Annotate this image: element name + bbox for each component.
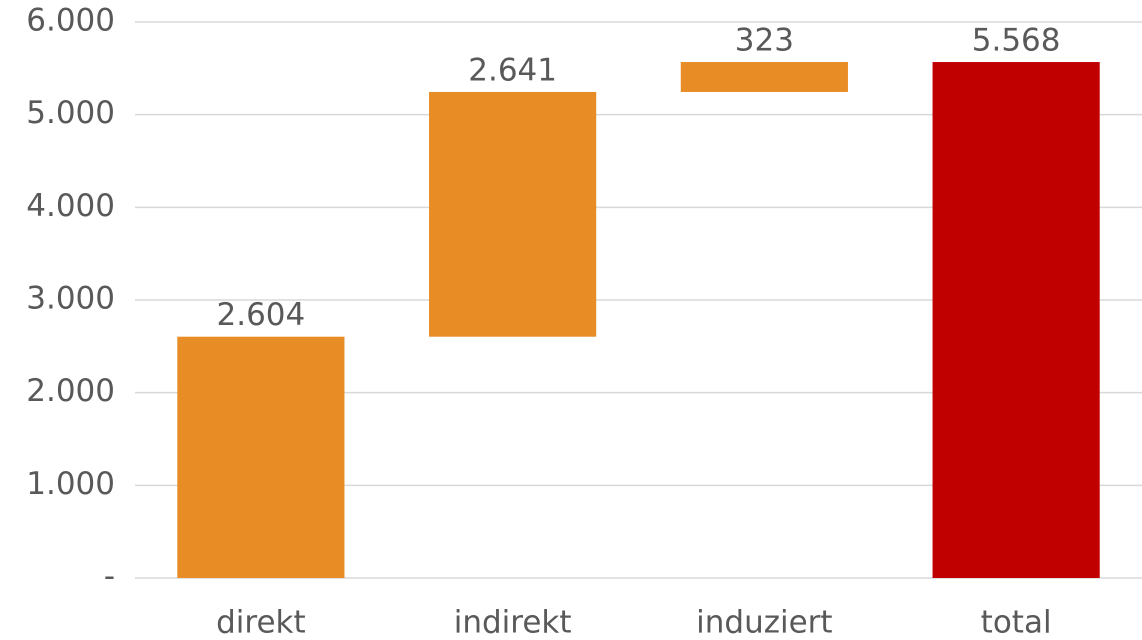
y-tick-label: 4.000 bbox=[26, 188, 115, 224]
bar bbox=[429, 91, 597, 337]
data-label: 323 bbox=[735, 23, 794, 59]
x-tick-label: total bbox=[981, 605, 1052, 640]
y-tick-label: 1.000 bbox=[26, 466, 115, 502]
y-tick-label: - bbox=[104, 559, 115, 595]
y-tick-label: 6.000 bbox=[26, 3, 115, 39]
y-tick-label: 2.000 bbox=[26, 373, 115, 409]
y-tick-label: 3.000 bbox=[26, 281, 115, 317]
y-tick-label: 5.000 bbox=[26, 95, 115, 131]
data-label: 2.641 bbox=[468, 52, 557, 88]
x-tick-label: direkt bbox=[216, 605, 306, 640]
x-tick-label: indirekt bbox=[454, 605, 572, 640]
x-tick-label: induziert bbox=[696, 605, 832, 640]
bar bbox=[680, 62, 848, 92]
data-label: 5.568 bbox=[972, 23, 1061, 59]
bar bbox=[932, 62, 1100, 579]
data-label: 2.604 bbox=[217, 297, 306, 333]
bar bbox=[177, 336, 345, 578]
